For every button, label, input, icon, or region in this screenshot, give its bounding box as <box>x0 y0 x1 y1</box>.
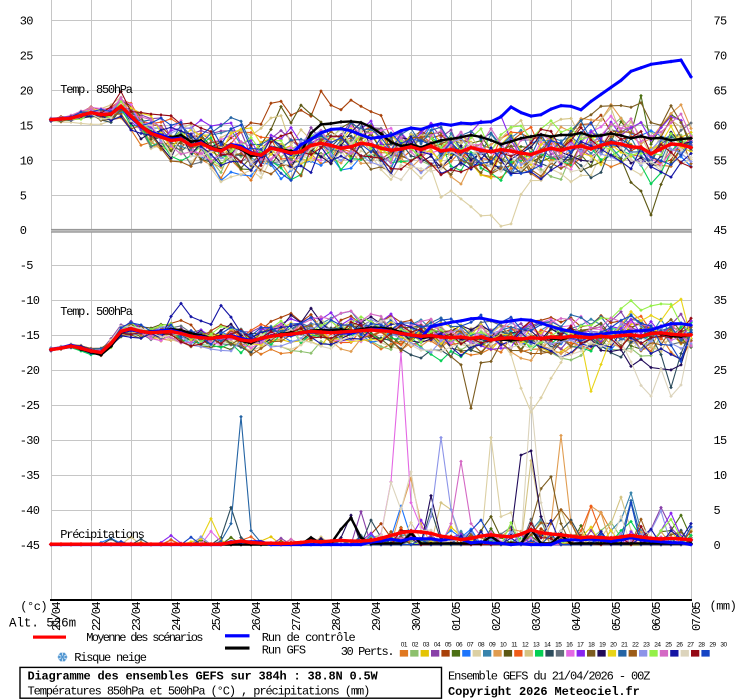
svg-text:03/05: 03/05 <box>530 602 544 631</box>
svg-text:15: 15 <box>555 641 562 648</box>
svg-text:-35: -35 <box>20 469 40 483</box>
svg-text:55: 55 <box>714 154 728 168</box>
svg-text:01: 01 <box>401 641 408 648</box>
svg-text:27: 27 <box>687 641 694 648</box>
svg-text:65: 65 <box>714 84 728 98</box>
svg-text:23: 23 <box>643 641 650 648</box>
svg-text:30/04: 30/04 <box>410 602 424 631</box>
svg-text:-10: -10 <box>20 294 40 308</box>
svg-text:01/05: 01/05 <box>450 602 464 631</box>
svg-text:22/04: 22/04 <box>90 602 104 631</box>
svg-text:-45: -45 <box>20 539 40 553</box>
svg-text:30: 30 <box>20 15 34 29</box>
svg-text:18: 18 <box>588 641 595 648</box>
svg-text:30 Perts.: 30 Perts. <box>341 645 393 659</box>
svg-text:16: 16 <box>566 641 573 648</box>
svg-text:30: 30 <box>720 641 727 648</box>
svg-text:15: 15 <box>20 119 34 133</box>
svg-text:02: 02 <box>412 641 419 648</box>
svg-text:29: 29 <box>709 641 716 648</box>
svg-text:14: 14 <box>544 641 551 648</box>
svg-text:28: 28 <box>698 641 705 648</box>
svg-text:13: 13 <box>533 641 540 648</box>
svg-text:-25: -25 <box>20 399 40 413</box>
svg-text:06/05: 06/05 <box>650 602 664 631</box>
svg-text:05: 05 <box>445 641 452 648</box>
svg-text:5: 5 <box>20 189 27 203</box>
svg-text:24/04: 24/04 <box>170 602 184 631</box>
svg-text:10: 10 <box>714 469 728 483</box>
svg-text:Ensemble GEFS du 21/04/2026 -: Ensemble GEFS du 21/04/2026 - 00Z <box>448 669 650 683</box>
svg-text:Moyenne des scénarios: Moyenne des scénarios <box>86 631 203 645</box>
svg-text:19: 19 <box>599 641 606 648</box>
svg-text:Run GFS: Run GFS <box>262 643 306 657</box>
svg-text:24: 24 <box>654 641 661 648</box>
svg-text:40: 40 <box>714 259 728 273</box>
svg-text:25: 25 <box>714 364 728 378</box>
svg-text:Précipitations: Précipitations <box>60 528 144 542</box>
svg-text:23/04: 23/04 <box>130 602 144 631</box>
svg-text:Diagramme des ensembles GEFS s: Diagramme des ensembles GEFS sur 384h : … <box>28 670 379 684</box>
svg-text:29/04: 29/04 <box>370 602 384 631</box>
svg-text:08: 08 <box>478 641 485 648</box>
svg-text:21/04: 21/04 <box>50 602 64 631</box>
svg-text:10: 10 <box>20 154 34 168</box>
svg-text:25/04: 25/04 <box>210 602 224 631</box>
svg-text:05/05: 05/05 <box>610 602 624 631</box>
svg-text:25: 25 <box>665 641 672 648</box>
svg-text:04/05: 04/05 <box>570 602 584 631</box>
svg-text:22: 22 <box>632 641 639 648</box>
svg-text:04: 04 <box>434 641 441 648</box>
svg-text:0: 0 <box>714 539 721 553</box>
svg-text:Alt. 526m: Alt. 526m <box>9 617 76 631</box>
svg-text:28/04: 28/04 <box>330 602 344 631</box>
svg-text:75: 75 <box>714 15 728 29</box>
svg-text:10: 10 <box>500 641 507 648</box>
svg-text:-5: -5 <box>20 259 34 273</box>
svg-text:Températures 850hPa et 500hPa: Températures 850hPa et 500hPa (°C) , pré… <box>28 684 370 698</box>
svg-text:-15: -15 <box>20 329 40 343</box>
svg-text:20: 20 <box>610 641 617 648</box>
svg-text:11: 11 <box>511 641 518 648</box>
svg-text:20: 20 <box>20 84 34 98</box>
svg-text:-30: -30 <box>20 434 40 448</box>
svg-text:35: 35 <box>714 294 728 308</box>
svg-text:50: 50 <box>714 189 728 203</box>
svg-text:02/05: 02/05 <box>490 602 504 631</box>
svg-text:20: 20 <box>714 399 728 413</box>
svg-text:15: 15 <box>714 434 728 448</box>
svg-text:(°c): (°c) <box>20 600 47 614</box>
svg-text:26: 26 <box>676 641 683 648</box>
svg-text:07/05: 07/05 <box>690 602 704 631</box>
svg-text:Run de contrôle: Run de contrôle <box>262 631 356 645</box>
svg-text:5: 5 <box>714 504 721 518</box>
svg-text:60: 60 <box>714 119 728 133</box>
svg-text:Temp. 850hPa: Temp. 850hPa <box>60 83 132 97</box>
svg-text:30: 30 <box>714 329 728 343</box>
svg-text:45: 45 <box>714 224 728 238</box>
svg-text:0: 0 <box>20 224 27 238</box>
svg-text:21: 21 <box>621 641 628 648</box>
svg-text:07: 07 <box>467 641 474 648</box>
svg-text:17: 17 <box>577 641 584 648</box>
svg-text:(mm): (mm) <box>710 600 737 614</box>
svg-text:-40: -40 <box>20 504 40 518</box>
svg-text:03: 03 <box>423 641 430 648</box>
svg-text:27/04: 27/04 <box>290 602 304 631</box>
svg-text:Risque neige: Risque neige <box>74 651 146 665</box>
svg-text:Copyright 2026 Meteociel.fr: Copyright 2026 Meteociel.fr <box>448 685 640 699</box>
svg-text:-20: -20 <box>20 364 40 378</box>
svg-text:25: 25 <box>20 50 34 64</box>
svg-text:70: 70 <box>714 50 728 64</box>
svg-text:09: 09 <box>489 641 496 648</box>
svg-text:06: 06 <box>456 641 463 648</box>
svg-text:12: 12 <box>522 641 529 648</box>
svg-text:26/04: 26/04 <box>250 602 264 631</box>
svg-text:Temp. 500hPa: Temp. 500hPa <box>60 305 132 319</box>
